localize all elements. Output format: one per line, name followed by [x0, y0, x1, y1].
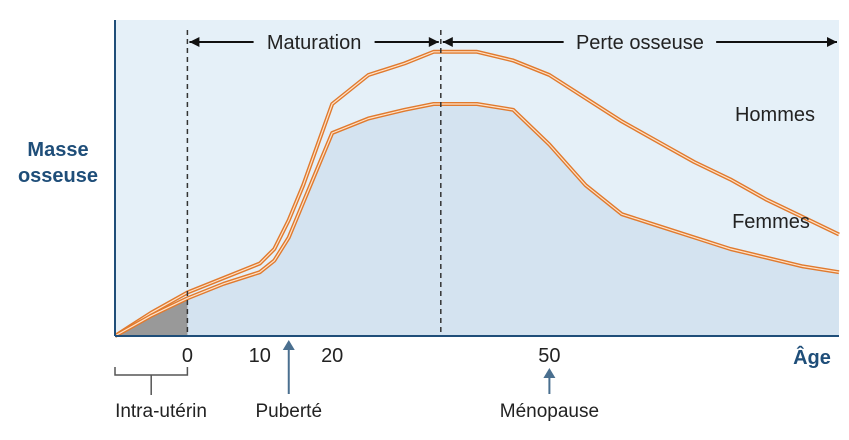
maturation-arrowhead-right — [428, 37, 439, 47]
phase-label-maturation: Maturation — [267, 32, 362, 54]
annotation-Ménopause: Ménopause — [500, 401, 599, 422]
perte-arrowhead-right — [827, 37, 837, 47]
x-tick-50: 50 — [538, 345, 560, 367]
series-label-hommes: Hommes — [735, 104, 815, 126]
maturation-arrowhead-left — [189, 37, 200, 47]
bracket-intra-uterin — [114, 367, 189, 376]
x-tick-20: 20 — [321, 345, 343, 367]
annotation-arrowhead-Ménopause — [543, 368, 556, 378]
series-label-femmes: Femmes — [732, 211, 810, 233]
annotation-Puberté: Puberté — [255, 401, 322, 422]
series-line-highlight-hommes — [114, 51, 840, 337]
annotations: Intra-utérin Puberté Ménopause — [114, 340, 599, 422]
series-line-highlight-femmes — [114, 103, 840, 337]
annotation-arrowhead-Puberté — [282, 340, 295, 350]
women-area — [115, 104, 839, 336]
series-labels: Hommes Femmes — [732, 104, 815, 233]
x-tick-10: 10 — [249, 345, 271, 367]
line-layer — [113, 49, 840, 338]
phase-arrows: Maturation Perte osseuse — [189, 32, 837, 54]
dashed-markers — [186, 30, 442, 336]
perte-arrowhead-left — [442, 37, 453, 47]
x-tick-0: 0 — [182, 345, 193, 367]
phase-label-perte-osseuse: Perte osseuse — [576, 32, 704, 54]
x-tick-labels: 0 10 20 50 — [182, 345, 561, 367]
x-axis-label: Âge — [793, 345, 831, 369]
y-axis-label-line2: osseuse — [18, 165, 98, 187]
annotation-intra-uterin: Intra-utérin — [115, 401, 207, 422]
y-axis-label-line1: Masse — [27, 139, 88, 161]
